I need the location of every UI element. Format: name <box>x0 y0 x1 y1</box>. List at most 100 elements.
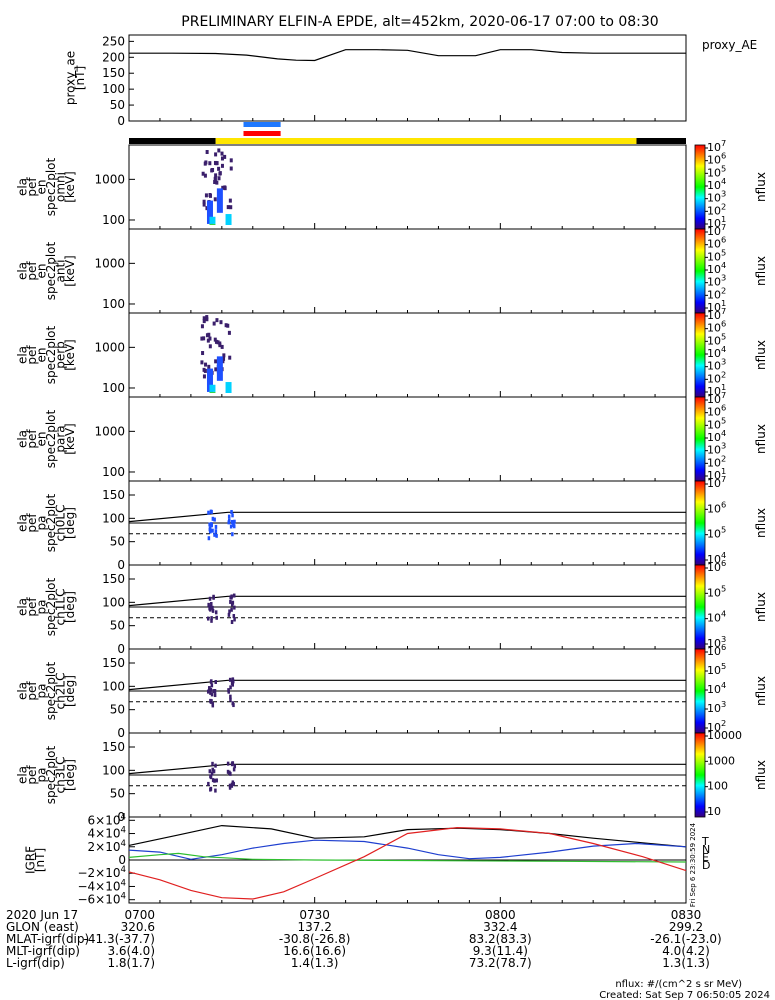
pitch-angle-pixel <box>230 509 233 514</box>
spectrogram-pixel <box>208 192 212 197</box>
panel-ylabel-line: en <box>35 348 49 363</box>
panel-ylabel-line: [keV] <box>63 255 77 286</box>
pitch-angle-pixel <box>232 781 235 786</box>
spectrogram-pixel <box>229 205 233 210</box>
panel-ylabel-line: ch1LC <box>54 589 68 626</box>
panel-ylabel-line: ela <box>16 262 30 280</box>
pitch-angle-pixel <box>212 594 215 599</box>
pitch-angle-pixel <box>207 616 210 621</box>
footer-value: 1.8(1.7) <box>107 956 155 970</box>
pitch-angle-pixel <box>211 767 214 772</box>
colorbar-tick-label: 101 <box>707 466 726 482</box>
pitch-angle-pixel <box>209 607 212 612</box>
pitch-angle-pixel <box>211 761 214 766</box>
y-tick-label: 100 <box>102 297 125 311</box>
spectrogram-pixel <box>222 356 226 361</box>
y-tick-label: 100 <box>102 213 125 227</box>
panel-ylabel-line: pa <box>35 768 49 783</box>
pitch-angle-pixel <box>230 620 234 625</box>
pitch-angle-pixel <box>210 699 213 704</box>
panel-ylabel-line: perp <box>54 341 68 369</box>
panel-ylabel-line: ela <box>16 598 30 616</box>
pitch-angle-pixel <box>215 533 218 538</box>
pitch-angle-pixel <box>230 783 234 788</box>
footer-value: 1.3(1.3) <box>662 956 710 970</box>
footer-value: 9.3(11.4) <box>473 944 528 958</box>
panel-ylabel-line: ela <box>16 346 30 364</box>
spectrogram-pixel <box>202 319 206 324</box>
pitch-angle-pixel <box>228 677 232 682</box>
panel-ylabel-line: ch0LC <box>54 505 68 542</box>
colorbar-tick-label: 103 <box>707 699 726 715</box>
colorbar-tick-label: 105 <box>707 163 726 179</box>
science-zone-bar-blue <box>243 122 281 127</box>
colorbar <box>694 144 706 230</box>
pitch-angle-pixel <box>211 778 215 783</box>
pitch-angle-pixel <box>211 605 214 610</box>
footer-value: -41.3(-37.7) <box>84 932 155 946</box>
colorbar-tick-label: 101 <box>707 298 726 314</box>
pitch-angle-pixel <box>228 609 231 614</box>
colorbar <box>694 312 706 398</box>
footer-value: 16.6(16.6) <box>283 944 346 958</box>
colorbar-unit-label: nflux <box>754 592 768 622</box>
colorbar-tick-label: 100 <box>707 780 728 793</box>
pitch-angle-pixel <box>229 599 232 604</box>
y-tick-label: 150 <box>102 740 125 754</box>
pitch-angle-pixel <box>226 769 230 774</box>
panel-ylabel-line: pef <box>25 429 39 449</box>
pitch-angle-pixel <box>209 679 213 684</box>
colorbar-unit-label: nflux <box>754 172 768 202</box>
spectrogram-pixel <box>223 154 227 159</box>
footer-units-note: nflux: #/(cm^2 s sr MeV) <box>615 979 742 990</box>
y-tick-label: 150 <box>102 572 125 586</box>
spectrogram-pixel <box>202 199 206 204</box>
pitch-angle-pixel <box>211 516 215 521</box>
spectrogram-pixel <box>200 324 204 329</box>
spectrogram-pixel <box>228 355 232 360</box>
footer-value: 0700 <box>124 908 155 922</box>
spectrogram-pixel <box>215 318 219 323</box>
y-tick-label: −4×104 <box>77 878 126 893</box>
panel-ylabel-line: proxy_ae <box>64 51 78 105</box>
panel-ylabel-line: ch3LC <box>54 757 68 794</box>
igrf-series-line <box>128 839 687 860</box>
pitch-angle-pixel <box>230 602 234 607</box>
colorbar-tick-label: 102 <box>707 201 726 217</box>
colorbar-tick-label: 103 <box>707 273 726 289</box>
panel-ylabel-line: pef <box>25 597 39 617</box>
pitch-angle-pixel <box>210 771 214 776</box>
spectrogram-pixel <box>207 364 211 369</box>
panel-ylabel-line: [deg] <box>63 591 77 623</box>
pitch-angle-pixel <box>208 522 211 527</box>
footer-row-label: 2020 Jun 17 <box>6 908 78 922</box>
colorbar-tick-label: 102 <box>707 453 726 469</box>
pitch-angle-pixel <box>213 517 216 522</box>
status-bar-yellow <box>215 138 637 144</box>
y-tick-label: 150 <box>102 66 125 80</box>
pitch-angle-pixel <box>213 693 217 698</box>
footer-value: 0800 <box>485 908 516 922</box>
pitch-angle-pixel <box>208 529 212 534</box>
pitch-angle-pixel <box>229 697 232 702</box>
panel-ylabel-line: pa <box>35 516 49 531</box>
y-tick-label: 100 <box>102 465 125 479</box>
y-tick-label: 4×104 <box>88 826 126 841</box>
y-tick-label: 1000 <box>94 340 125 354</box>
spectrogram-pixel <box>218 171 222 176</box>
spectrogram-pixel <box>201 171 205 176</box>
y-tick-label: 200 <box>102 50 125 64</box>
panel-ylabel-line: en <box>35 264 49 279</box>
colorbar-tick-label: 101 <box>707 382 726 398</box>
pitch-angle-pixel <box>212 769 216 774</box>
y-tick-label: 150 <box>102 656 125 670</box>
y-tick-label: 150 <box>102 488 125 502</box>
panel-ylabel-line: [deg] <box>63 675 77 707</box>
spectrogram-pixel <box>222 353 226 358</box>
igrf-legend-label: T <box>701 835 709 848</box>
panel-ylabel-line: pef <box>25 765 39 785</box>
pitch-angle-pixel <box>214 524 218 529</box>
spectrogram-pixel <box>201 351 205 356</box>
proxy-ae-frame <box>128 34 687 122</box>
